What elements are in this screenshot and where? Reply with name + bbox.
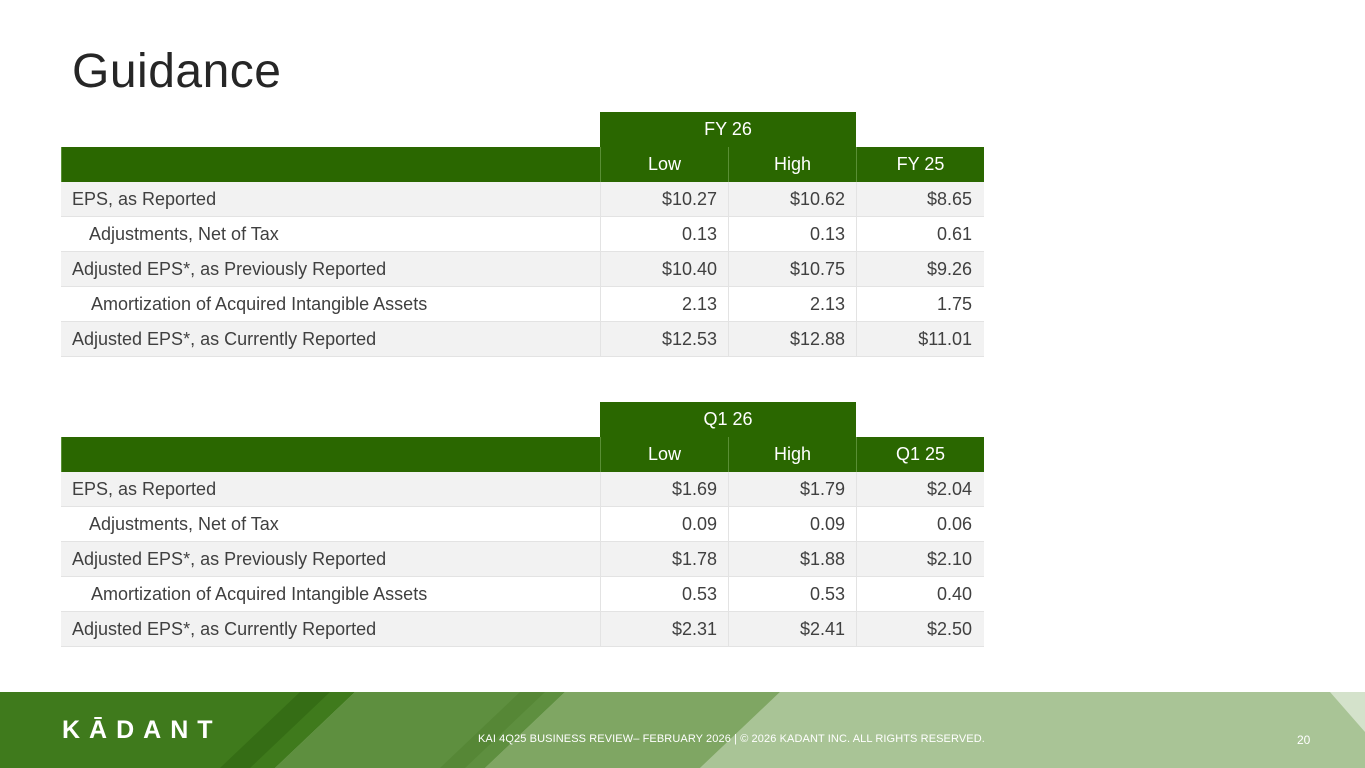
- row-low: 0.13: [600, 217, 728, 251]
- row-label: EPS, as Reported: [72, 188, 217, 209]
- header-blank: [61, 437, 600, 472]
- row-high: $1.88: [728, 542, 856, 576]
- footer-copyright: KAI 4Q25 BUSINESS REVIEW– FEBRUARY 2026 …: [478, 733, 985, 745]
- q1-group-header-row: Q1 26: [61, 402, 984, 437]
- row-label: Amortization of Acquired Intangible Asse…: [91, 583, 428, 604]
- row-low: $12.53: [600, 322, 728, 356]
- row-high: 2.13: [728, 287, 856, 321]
- header-low: Low: [600, 437, 728, 472]
- table-row: EPS, as Reported $10.27 $10.62 $8.65: [61, 182, 984, 217]
- fy-group-header-row: FY 26: [61, 112, 984, 147]
- row-low: $1.78: [600, 542, 728, 576]
- group-spacer: [61, 112, 600, 147]
- row-prior: $2.50: [856, 612, 984, 646]
- row-low: 2.13: [600, 287, 728, 321]
- row-label: Adjusted EPS*, as Previously Reported: [72, 548, 387, 569]
- row-high: $1.79: [728, 472, 856, 506]
- fy-header-row: Low High FY 25: [61, 147, 984, 182]
- row-high: $12.88: [728, 322, 856, 356]
- row-low: $2.31: [600, 612, 728, 646]
- row-label: Adjustments, Net of Tax: [89, 513, 279, 534]
- row-high: 0.09: [728, 507, 856, 541]
- row-label: Amortization of Acquired Intangible Asse…: [91, 293, 428, 314]
- q1-guidance-table: Q1 26 Low High Q1 25 EPS, as Reported $1…: [61, 402, 984, 647]
- header-prior: Q1 25: [856, 437, 984, 472]
- table-row: Amortization of Acquired Intangible Asse…: [61, 577, 984, 612]
- q1-header-row: Low High Q1 25: [61, 437, 984, 472]
- row-high: 0.13: [728, 217, 856, 251]
- row-prior: $2.10: [856, 542, 984, 576]
- table-row: Adjusted EPS*, as Currently Reported $12…: [61, 322, 984, 357]
- row-low: $10.27: [600, 182, 728, 216]
- row-prior: 1.75: [856, 287, 984, 321]
- row-label: Adjustments, Net of Tax: [89, 223, 279, 244]
- page-title: Guidance: [72, 45, 282, 98]
- row-label: Adjusted EPS*, as Previously Reported: [72, 258, 387, 279]
- header-blank: [61, 147, 600, 182]
- row-prior: $8.65: [856, 182, 984, 216]
- row-high: 0.53: [728, 577, 856, 611]
- row-prior: 0.40: [856, 577, 984, 611]
- table-row: Adjusted EPS*, as Currently Reported $2.…: [61, 612, 984, 647]
- header-prior: FY 25: [856, 147, 984, 182]
- table-row: EPS, as Reported $1.69 $1.79 $2.04: [61, 472, 984, 507]
- row-high: $2.41: [728, 612, 856, 646]
- group-spacer: [61, 402, 600, 437]
- row-prior: $11.01: [856, 322, 984, 356]
- row-low: $10.40: [600, 252, 728, 286]
- header-high: High: [728, 147, 856, 182]
- page-number: 20: [1297, 733, 1311, 747]
- header-high: High: [728, 437, 856, 472]
- table-row: Adjustments, Net of Tax 0.13 0.13 0.61: [61, 217, 984, 252]
- row-high: $10.62: [728, 182, 856, 216]
- row-high: $10.75: [728, 252, 856, 286]
- table-row: Adjustments, Net of Tax 0.09 0.09 0.06: [61, 507, 984, 542]
- header-low: Low: [600, 147, 728, 182]
- fy-group-label: FY 26: [600, 112, 856, 147]
- row-label: EPS, as Reported: [72, 478, 217, 499]
- row-prior: 0.61: [856, 217, 984, 251]
- table-row: Adjusted EPS*, as Previously Reported $1…: [61, 252, 984, 287]
- row-prior: $2.04: [856, 472, 984, 506]
- kadant-logo: KĀDANT: [62, 716, 222, 744]
- row-low: $1.69: [600, 472, 728, 506]
- footer-band: [0, 692, 1365, 768]
- row-label: Adjusted EPS*, as Currently Reported: [72, 618, 377, 639]
- row-low: 0.09: [600, 507, 728, 541]
- row-low: 0.53: [600, 577, 728, 611]
- table-row: Adjusted EPS*, as Previously Reported $1…: [61, 542, 984, 577]
- footer-stripes: [0, 692, 1365, 768]
- table-row: Amortization of Acquired Intangible Asse…: [61, 287, 984, 322]
- row-label: Adjusted EPS*, as Currently Reported: [72, 328, 377, 349]
- fy-guidance-table: FY 26 Low High FY 25 EPS, as Reported $1…: [61, 112, 984, 357]
- q1-group-label: Q1 26: [600, 402, 856, 437]
- row-prior: 0.06: [856, 507, 984, 541]
- row-prior: $9.26: [856, 252, 984, 286]
